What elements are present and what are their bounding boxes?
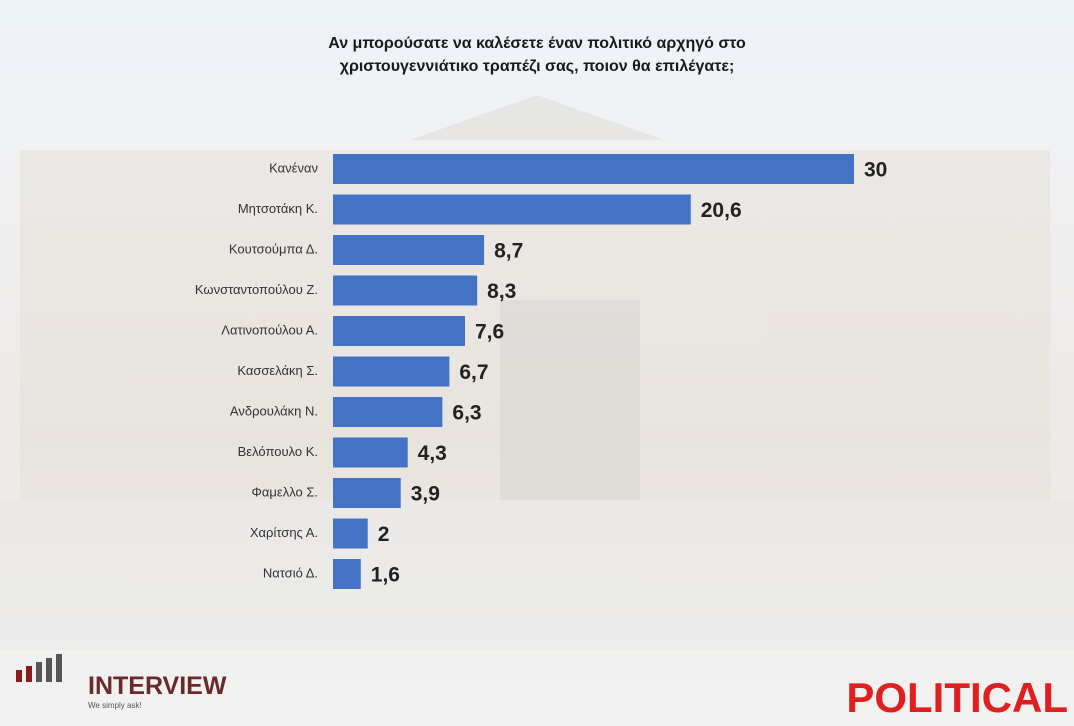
logo-interview: INTERVIEW [88, 672, 227, 700]
bar [333, 235, 485, 265]
bar [333, 559, 361, 589]
category-label: Φαμελλο Σ. [252, 484, 318, 499]
bar [333, 518, 368, 549]
value-label: 30 [864, 159, 887, 182]
bar [333, 437, 408, 468]
bar [333, 356, 450, 387]
value-label: 6,7 [459, 361, 488, 384]
category-label: Κωνσταντοπούλου Ζ. [195, 282, 318, 297]
logo-icon [46, 658, 52, 682]
category-label: Ανδρουλάκη Ν. [230, 403, 318, 418]
value-label: 2 [378, 523, 390, 546]
logo-political: POLITICAL [846, 674, 1068, 721]
logo-icon [36, 662, 42, 682]
bar [333, 316, 465, 346]
value-label: 6,3 [452, 402, 481, 425]
logo-icon [56, 654, 62, 682]
value-label: 8,3 [487, 280, 516, 303]
logo-tagline: We simply ask! [88, 701, 142, 710]
value-label: 3,9 [411, 483, 440, 506]
value-label: 8,7 [494, 240, 523, 263]
category-label: Λατινοπούλου Α. [221, 322, 318, 337]
category-label: Κουτσούμπα Δ. [229, 241, 318, 256]
logo-icon [16, 670, 22, 682]
value-label: 7,6 [475, 321, 504, 344]
category-label: Χαρίτσης Α. [250, 525, 318, 540]
bar [333, 397, 443, 427]
bar [333, 478, 401, 508]
value-label: 4,3 [418, 442, 447, 465]
category-label: Κασσελάκη Σ. [237, 363, 318, 378]
bar [333, 154, 854, 184]
value-label: 1,6 [371, 564, 400, 587]
category-label: Μητσοτάκη Κ. [238, 201, 318, 216]
value-label: 20,6 [701, 199, 742, 222]
chart-title: Αν μπορούσατε να καλέσετε έναν πολιτικό … [328, 35, 746, 75]
bar [333, 275, 478, 306]
bar [333, 194, 691, 225]
category-label: Βελόπουλο Κ. [238, 444, 318, 459]
category-label: Νατσιό Δ. [263, 565, 318, 580]
category-label: Κανέναν [269, 160, 318, 175]
logo-icon [26, 666, 32, 682]
